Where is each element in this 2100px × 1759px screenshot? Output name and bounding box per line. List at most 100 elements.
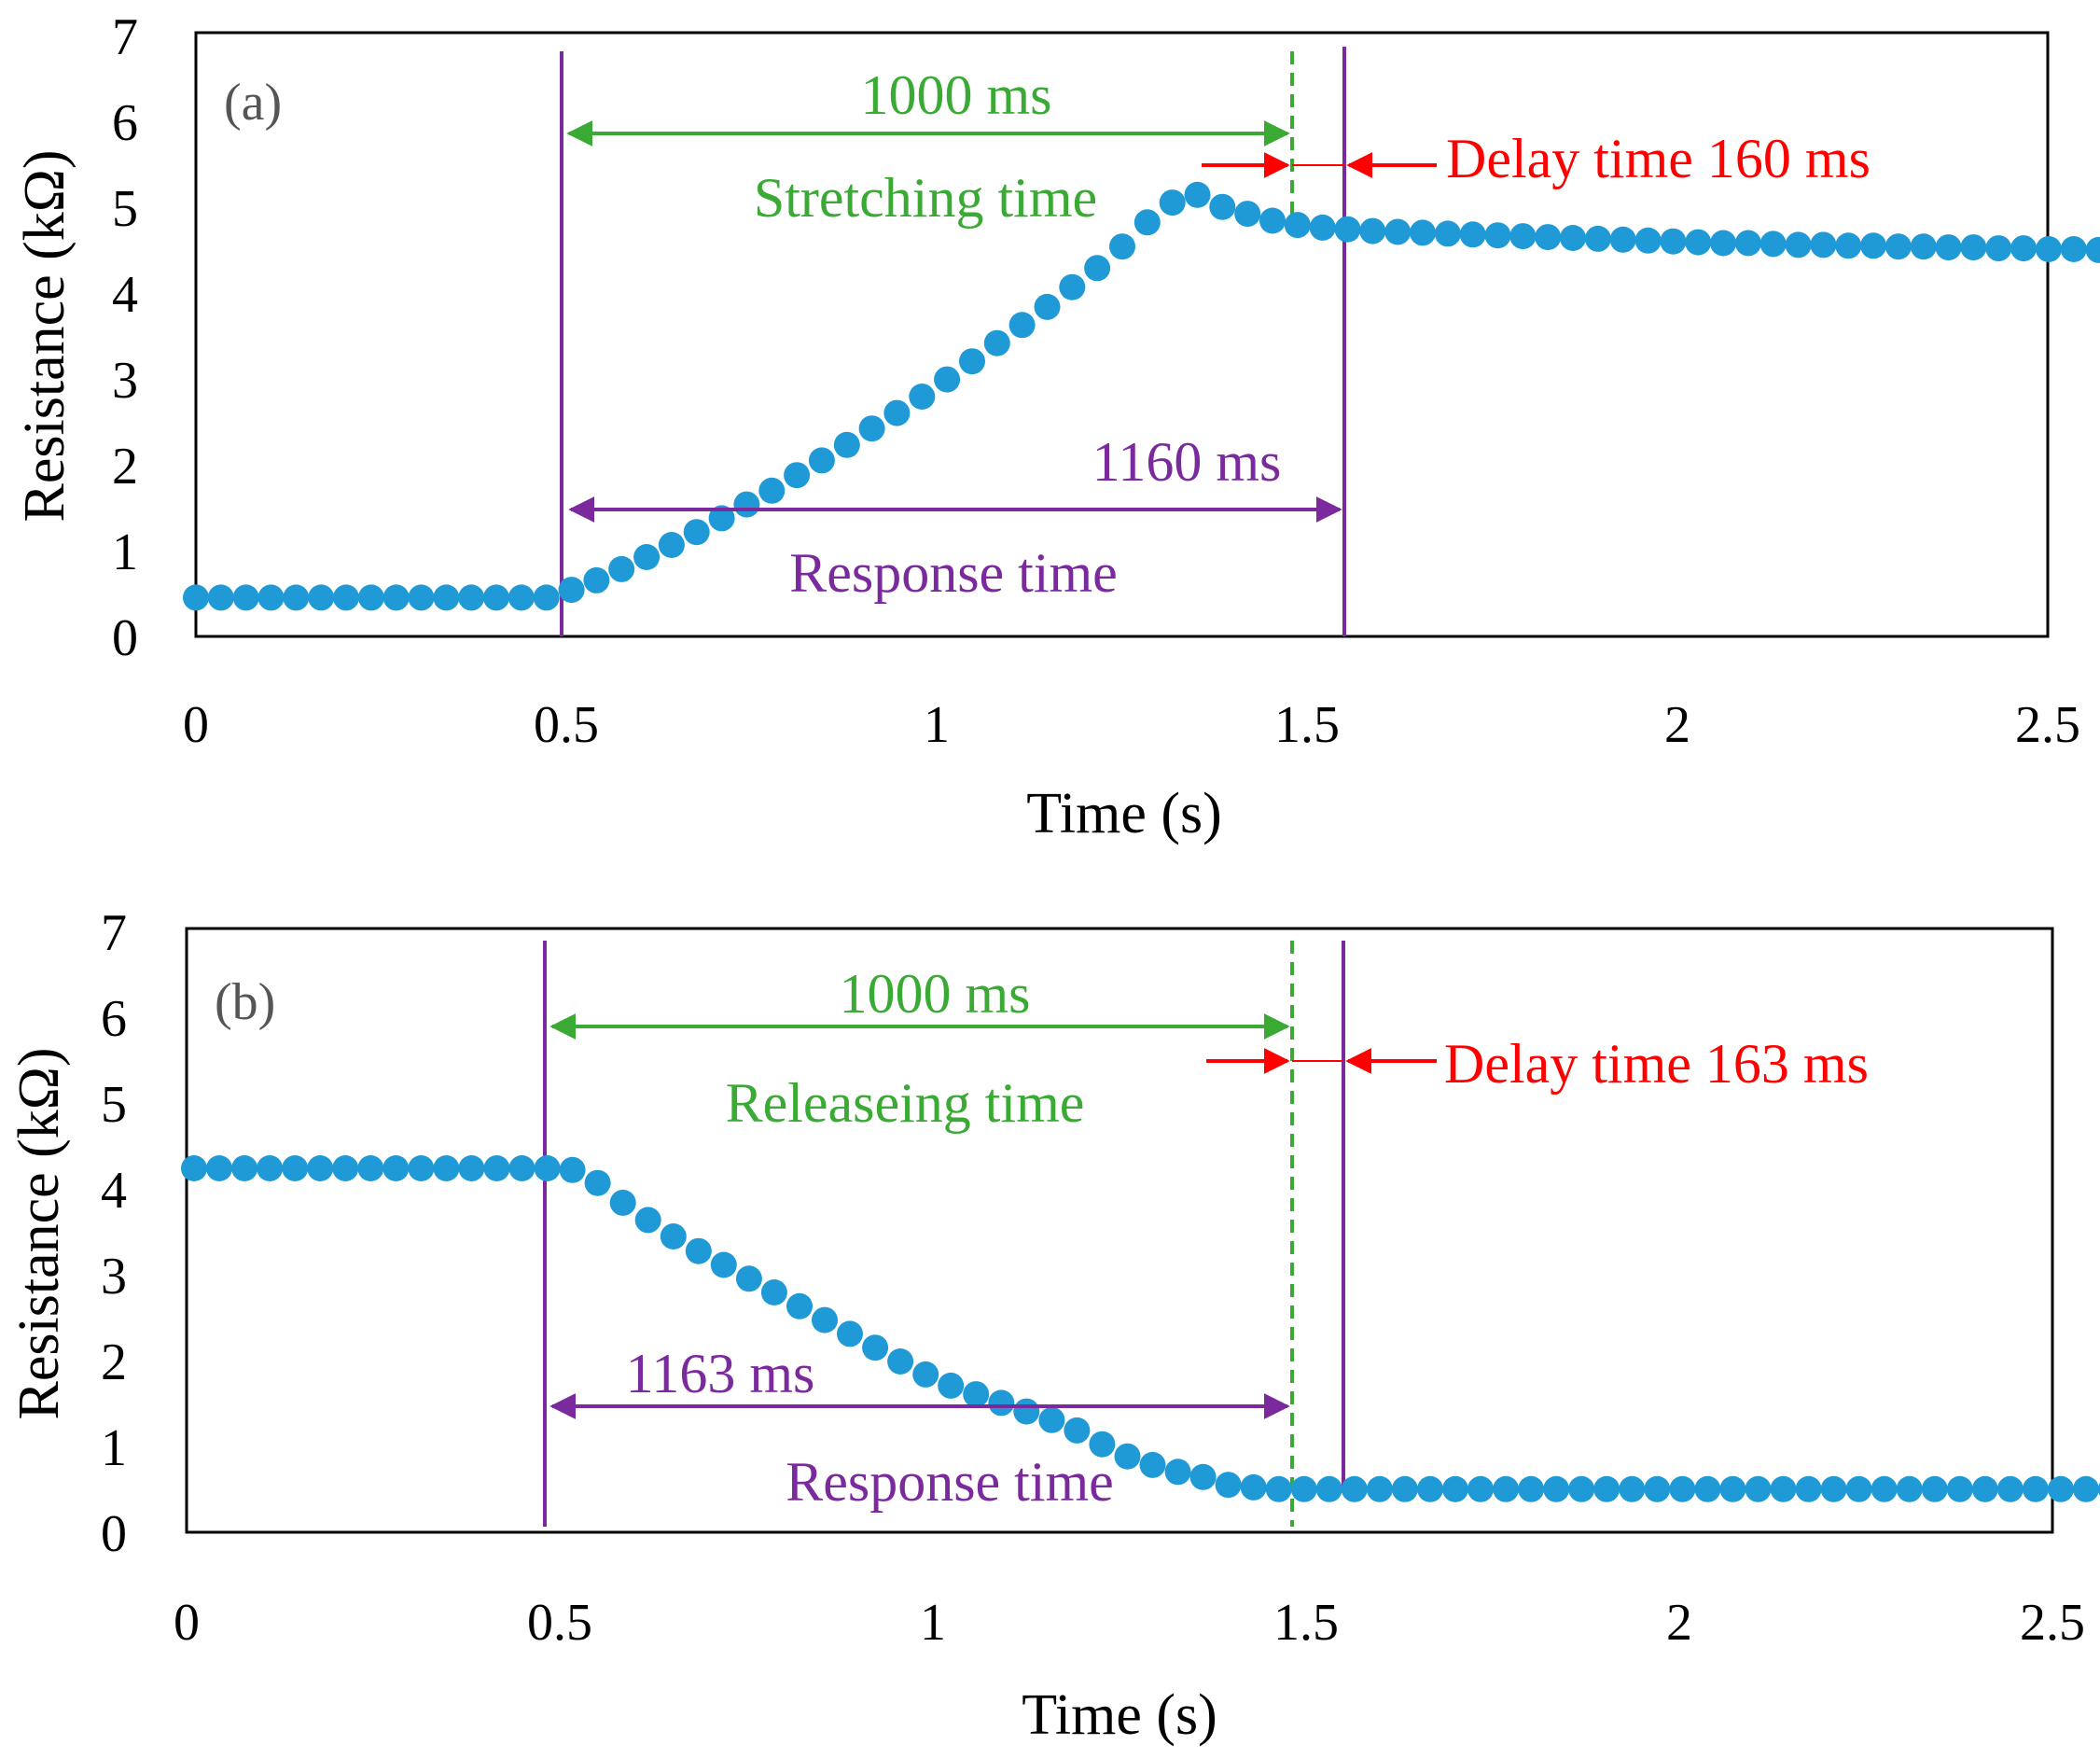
data-point <box>382 584 410 611</box>
data-point <box>1795 1475 1822 1502</box>
data-point <box>1290 1475 1317 1502</box>
data-point <box>183 584 209 611</box>
panel-label: (a) <box>224 74 282 132</box>
data-point <box>1971 1475 1998 1502</box>
data-point <box>1084 255 1111 282</box>
data-point <box>583 566 610 593</box>
data-point <box>733 491 760 518</box>
data-point <box>658 532 685 558</box>
data-point <box>1417 1475 1443 1502</box>
x-tick-label: 1 <box>924 696 950 754</box>
data-point <box>1109 233 1135 260</box>
data-point <box>758 477 786 504</box>
data-point <box>2048 1475 2074 1502</box>
data-point <box>934 366 961 393</box>
data-point <box>938 1372 965 1399</box>
x-tick-label: 0.5 <box>534 696 599 754</box>
data-point <box>1459 221 1486 248</box>
data-point <box>458 584 485 611</box>
data-point <box>2060 236 2087 262</box>
data-point <box>1366 1475 1393 1502</box>
data-point <box>408 1155 435 1181</box>
y-tick-label: 5 <box>112 180 138 238</box>
data-point <box>1013 1398 1040 1425</box>
y-tick-labels: 0 1 2 3 4 5 6 7 <box>101 904 127 1563</box>
x-tick-label: 1.5 <box>1273 1594 1339 1652</box>
data-point <box>1946 1475 1973 1502</box>
y-tick-label: 2 <box>112 438 138 496</box>
y-axis-title: Resistance (kΩ) <box>7 1047 71 1419</box>
delay-time-label: Delay time 163 ms <box>1444 1033 1869 1095</box>
data-point <box>1434 220 1461 247</box>
y-tick-label: 0 <box>101 1505 127 1563</box>
data-point <box>1391 1475 1418 1502</box>
data-point <box>1410 219 1436 246</box>
data-point <box>1209 193 1236 220</box>
y-tick-label: 0 <box>112 609 138 667</box>
data-point <box>1860 232 1887 259</box>
data-point <box>833 431 860 458</box>
data-point <box>308 584 335 611</box>
y-tick-label: 1 <box>112 524 138 581</box>
data-point <box>633 544 661 570</box>
response-time-label: Response time <box>786 1451 1114 1513</box>
data-point <box>1921 1475 1948 1502</box>
response-duration-label: 1163 ms <box>626 1343 815 1404</box>
data-point <box>1935 234 1962 261</box>
stretching-duration-label: 1000 ms <box>860 64 1051 126</box>
data-point <box>458 1155 485 1181</box>
data-point <box>1184 181 1211 208</box>
data-point <box>1871 1475 1898 1502</box>
data-point <box>558 577 585 604</box>
data-point <box>959 348 985 375</box>
data-point <box>382 1155 410 1181</box>
data-point <box>710 1251 737 1278</box>
data-point <box>1619 1475 1646 1502</box>
data-point <box>1634 227 1662 254</box>
data-point <box>1896 1475 1923 1502</box>
data-point <box>883 399 911 426</box>
y-tick-label: 7 <box>112 8 138 66</box>
data-point <box>1694 1475 1721 1502</box>
x-tick-label: 2.5 <box>2015 696 2080 754</box>
data-point <box>1910 233 1937 260</box>
data-point <box>1384 218 1412 245</box>
data-point <box>1543 1475 1570 1502</box>
data-point <box>408 584 435 611</box>
data-point <box>1884 233 1912 260</box>
data-point <box>660 1223 687 1249</box>
data-point <box>232 584 259 611</box>
data-point <box>508 1155 535 1181</box>
data-point <box>1359 217 1386 244</box>
data-point <box>559 1156 586 1183</box>
x-tick-label: 1 <box>920 1594 946 1652</box>
data-point <box>2036 236 2062 262</box>
data-point <box>257 1155 284 1181</box>
data-point <box>333 584 359 611</box>
data-point <box>735 1265 762 1292</box>
y-tick-label: 4 <box>112 266 138 324</box>
panel-a: 0 1 2 3 4 5 6 7 0 0.5 1 1.5 2 2.5 Time (… <box>13 8 2100 845</box>
stretching-time-label: Stretching time <box>754 167 1097 229</box>
data-point <box>207 584 234 611</box>
data-point <box>608 555 635 582</box>
data-point <box>1535 224 1562 251</box>
data-point <box>1710 230 1737 257</box>
data-point <box>2085 236 2100 263</box>
data-point <box>533 584 560 611</box>
data-point <box>1064 1417 1091 1444</box>
data-point <box>1114 1443 1141 1470</box>
data-point <box>683 519 710 546</box>
data-point <box>283 584 310 611</box>
data-point <box>1265 1475 1292 1502</box>
data-point <box>1584 225 1611 252</box>
data-point <box>1745 1475 1772 1502</box>
data-point <box>1593 1475 1620 1502</box>
x-tick-label: 2.5 <box>2020 1594 2085 1652</box>
data-point <box>483 1155 510 1181</box>
y-tick-label: 6 <box>101 990 127 1048</box>
y-tick-label: 2 <box>101 1333 127 1391</box>
data-point <box>534 1155 561 1181</box>
data-point <box>786 1292 813 1319</box>
